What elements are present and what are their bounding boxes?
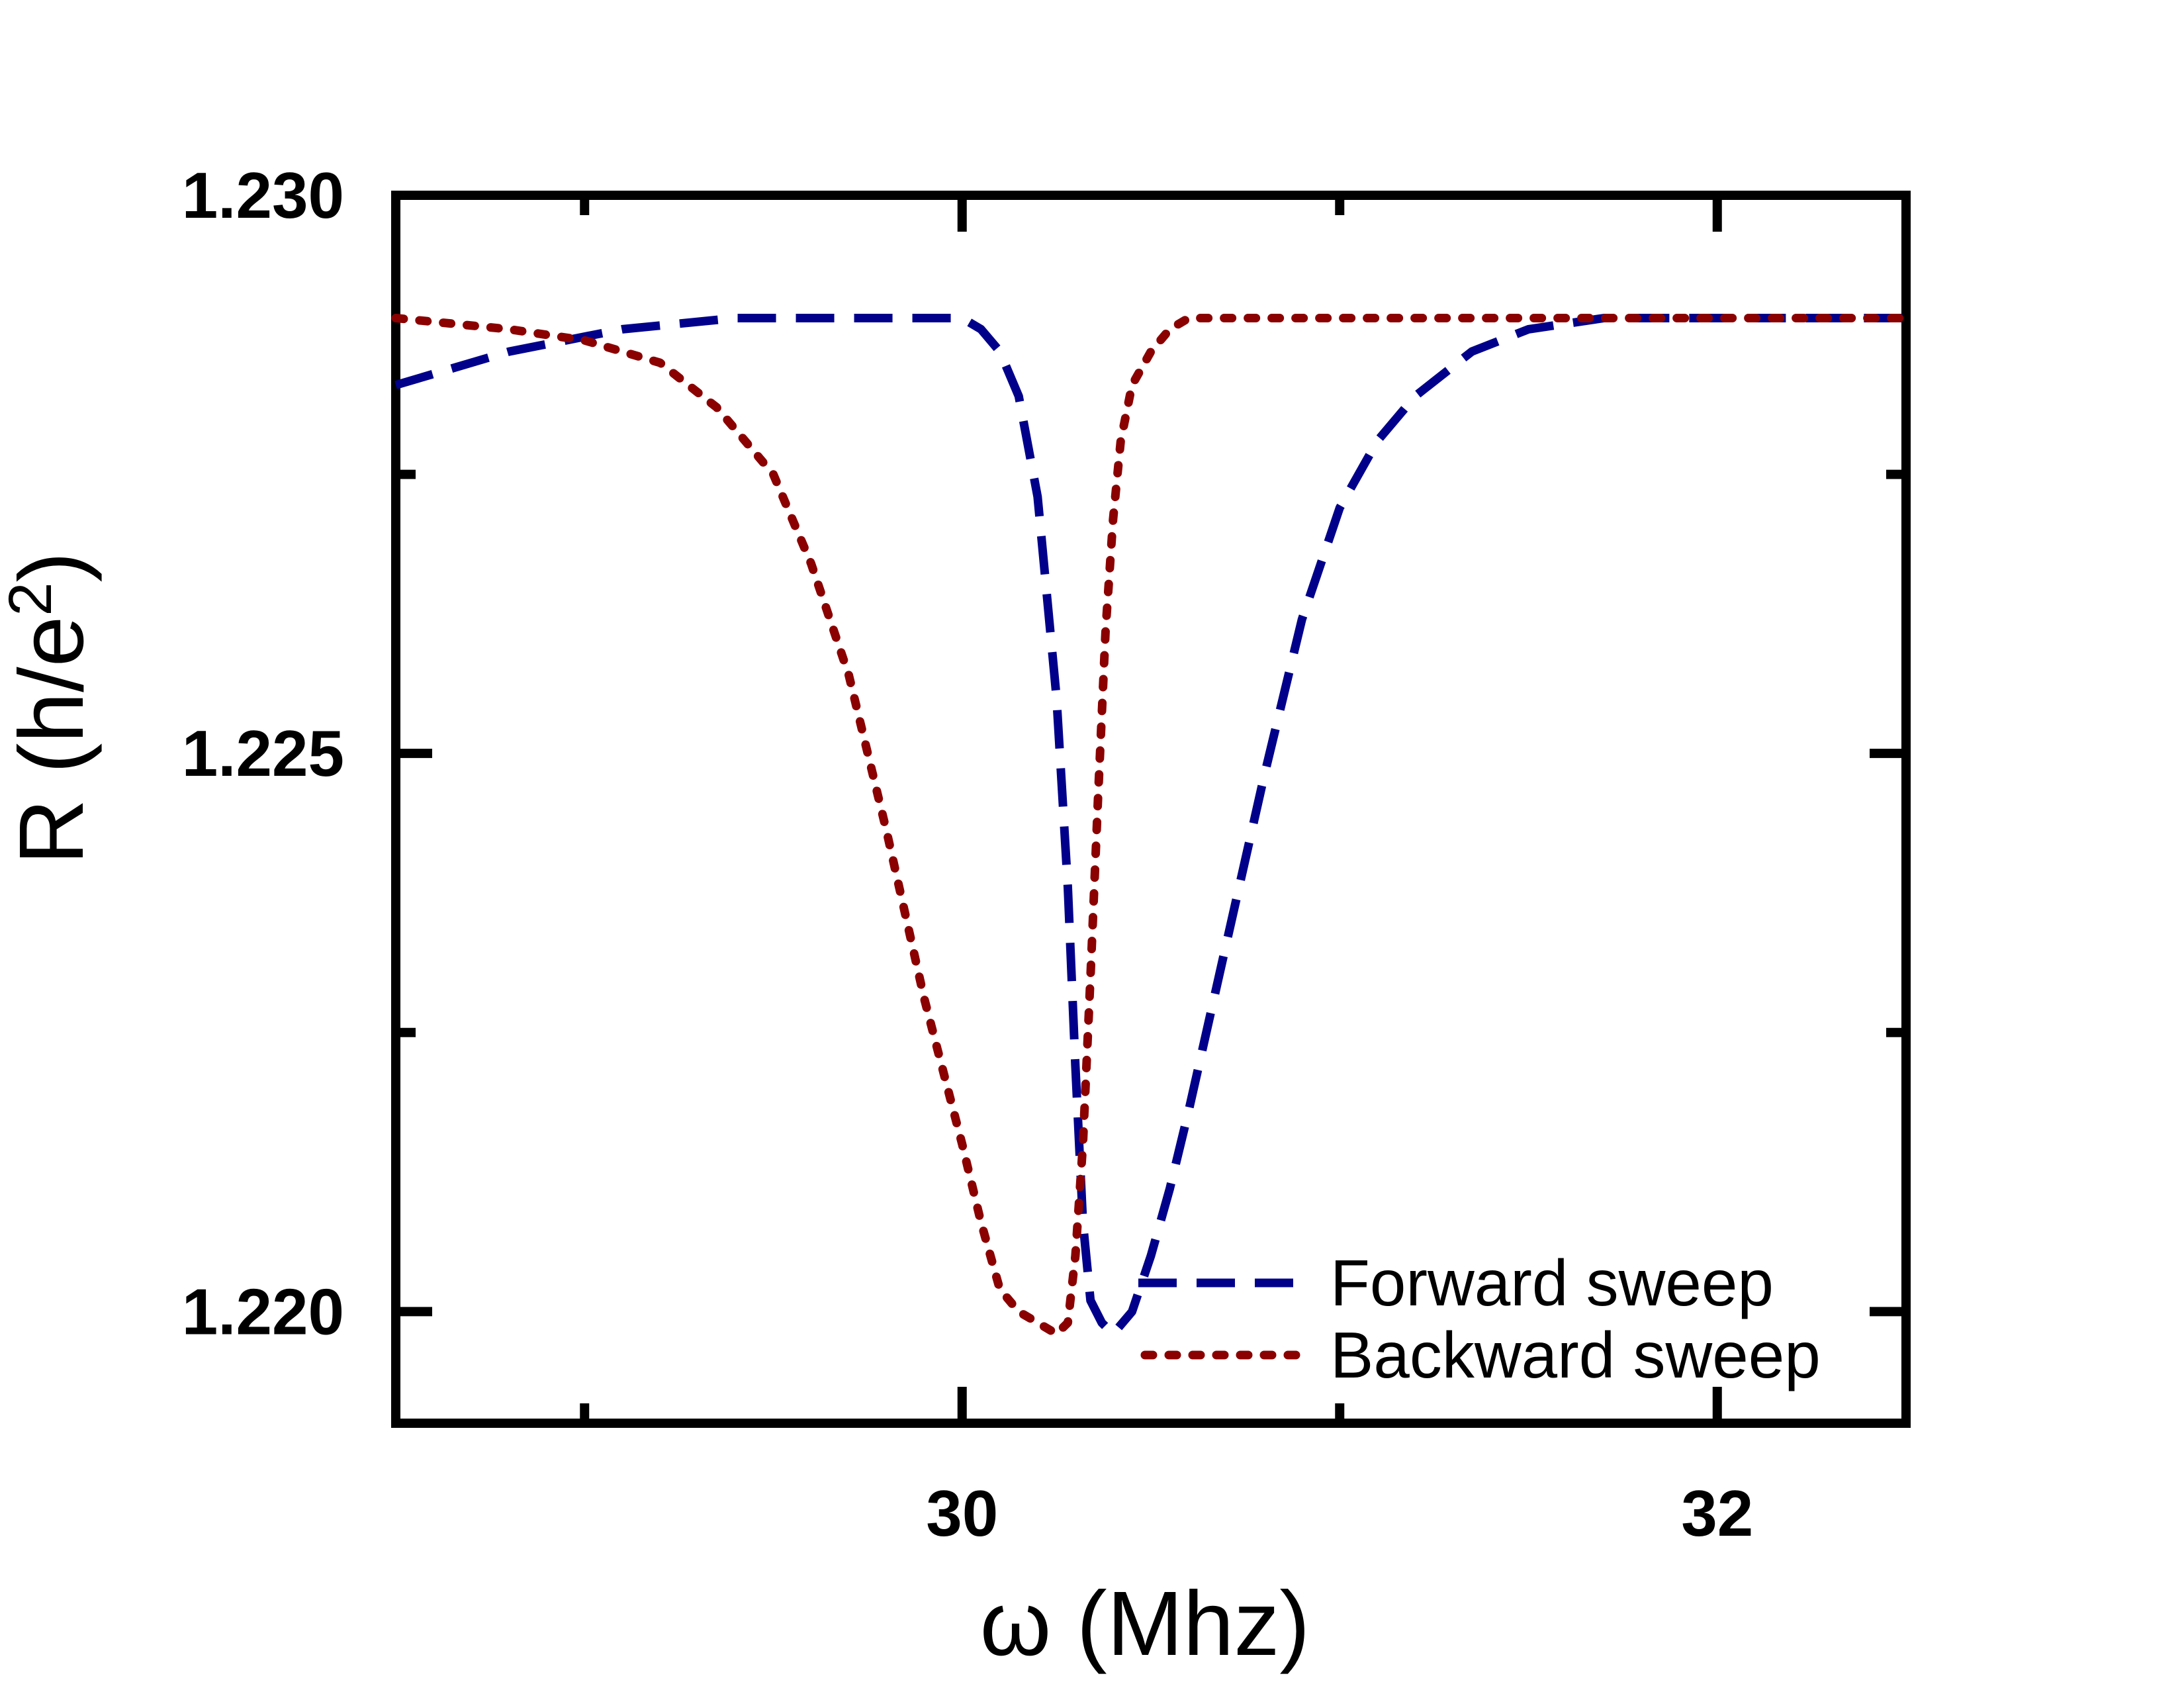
- y-tick-label: 1.230: [182, 159, 344, 232]
- y-tick-label: 1.220: [182, 1275, 344, 1348]
- y-axis-title-close: ): [1, 552, 103, 583]
- x-axis-title: ω (Mhz): [980, 1573, 1310, 1675]
- series-line-forward: [394, 314, 1906, 1338]
- series-line-backward: [391, 314, 1911, 1338]
- y-tick-label: 1.225: [182, 717, 344, 790]
- legend-forward-label: Forward sweep: [1330, 1246, 1774, 1319]
- plot-area: [391, 191, 1911, 1428]
- x-tick-label: 32: [1681, 1477, 1753, 1550]
- y-axis-title: R (h/e2): [0, 552, 103, 865]
- tick-layer: [396, 191, 1906, 1423]
- legend: Forward sweep Backward sweep: [1138, 1246, 1821, 1391]
- x-tick-label: 30: [926, 1477, 998, 1550]
- series-layer: [391, 314, 1911, 1338]
- plot-frame: [391, 191, 1911, 1428]
- tick-labels: 30 32 1.220 1.225 1.230: [182, 159, 1754, 1550]
- y-axis-title-superscript: 2: [0, 583, 64, 616]
- legend-backward-label: Backward sweep: [1330, 1319, 1821, 1391]
- y-axis-title-main: R (h/e: [1, 616, 103, 865]
